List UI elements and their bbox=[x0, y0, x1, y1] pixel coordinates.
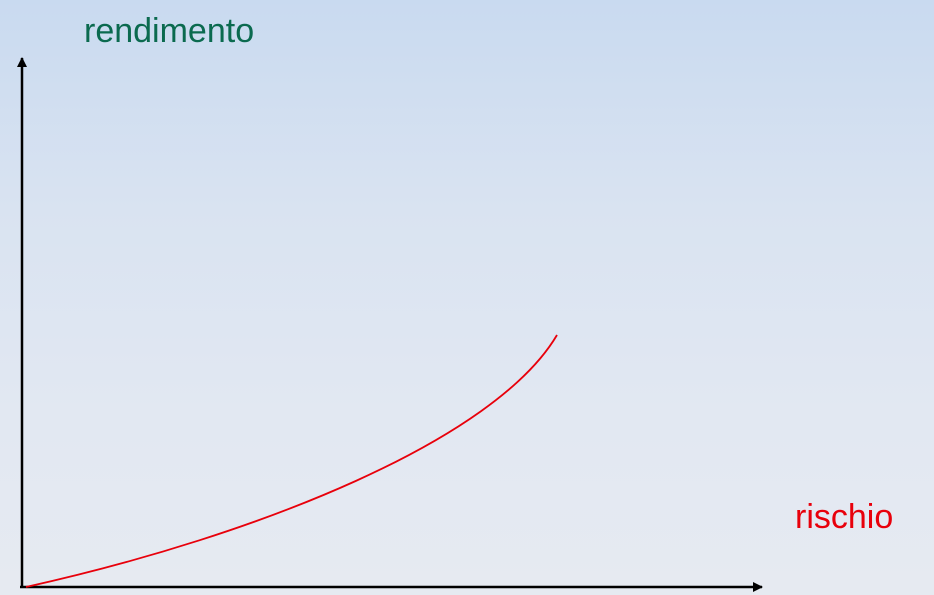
y-axis-label: rendimento bbox=[84, 12, 255, 50]
risk-return-curve bbox=[25, 334, 558, 588]
x-axis-label: rischio bbox=[795, 498, 894, 536]
